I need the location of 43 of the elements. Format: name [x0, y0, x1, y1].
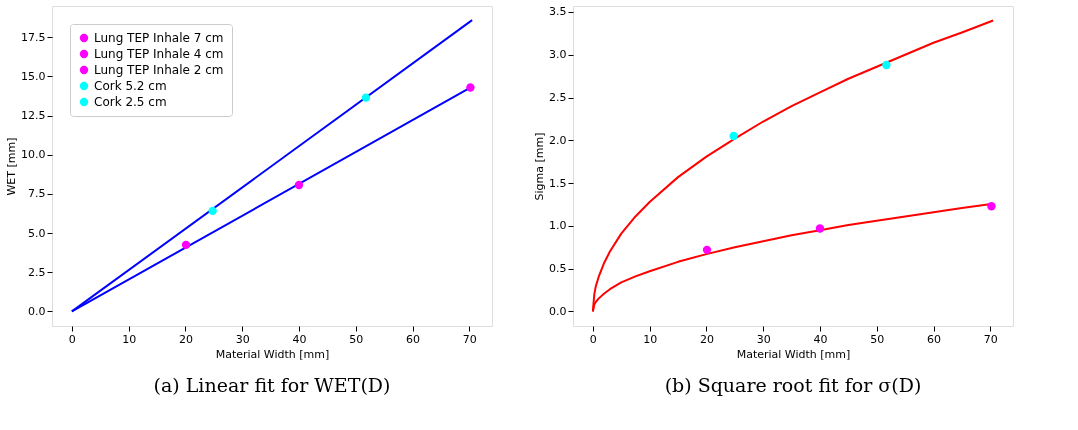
x-tick-label: 10 — [643, 332, 658, 346]
x-tick-label: 50 — [870, 332, 885, 346]
legend-label: Cork 2.5 cm — [94, 95, 167, 109]
y-tick-label: 0.0 — [28, 304, 46, 318]
x-tick-label: 20 — [178, 332, 193, 346]
legend-label: Lung TEP Inhale 7 cm — [94, 31, 224, 45]
x-tick-label: 30 — [235, 332, 250, 346]
y-tick-label: 12.5 — [21, 109, 46, 123]
x-tick-label: 0 — [68, 332, 76, 346]
x-tick-label: 70 — [462, 332, 477, 346]
y-tick-label: 15.0 — [21, 69, 46, 83]
x-tick-label: 10 — [122, 332, 137, 346]
x-tick-label: 0 — [589, 332, 597, 346]
y-tick-label: 5.0 — [28, 226, 46, 240]
y-tick-label: 0.0 — [549, 304, 567, 318]
x-tick-label: 30 — [756, 332, 771, 346]
y-tick-label: 1.0 — [549, 219, 567, 233]
y-tick-label: 2.0 — [549, 133, 567, 147]
x-tick-label: 40 — [813, 332, 828, 346]
x-tick-label: 50 — [349, 332, 364, 346]
y-tick-label: 3.0 — [549, 48, 567, 62]
y-tick-label: 10.0 — [21, 148, 46, 162]
legend-label: Lung TEP Inhale 4 cm — [94, 47, 224, 61]
x-tick-label: 60 — [927, 332, 942, 346]
x-axis-title: Material Width [mm] — [736, 347, 851, 361]
y-axis-title: WET [mm] — [5, 137, 19, 196]
legend-label: Cork 5.2 cm — [94, 79, 167, 93]
x-axis-title: Material Width [mm] — [215, 347, 330, 361]
y-tick-label: 2.5 — [549, 91, 567, 105]
y-tick-label: 1.5 — [549, 176, 567, 190]
y-tick-label: 2.5 — [28, 265, 46, 279]
x-tick-label: 20 — [699, 332, 714, 346]
y-tick-label: 3.5 — [549, 5, 567, 19]
x-tick-label: 60 — [406, 332, 421, 346]
text: (a) Linear fit for WET(D) — [153, 374, 391, 396]
y-tick-label: 0.5 — [549, 262, 567, 276]
text: (b) Square root fit for σ(D) — [664, 374, 922, 396]
x-tick-label: 70 — [983, 332, 998, 346]
y-tick-label: 7.5 — [28, 187, 46, 201]
y-tick-label: 17.5 — [21, 30, 46, 44]
y-axis-title: Sigma [mm] — [533, 132, 547, 201]
x-tick-label: 40 — [292, 332, 307, 346]
legend-label: Lung TEP Inhale 2 cm — [94, 63, 224, 77]
